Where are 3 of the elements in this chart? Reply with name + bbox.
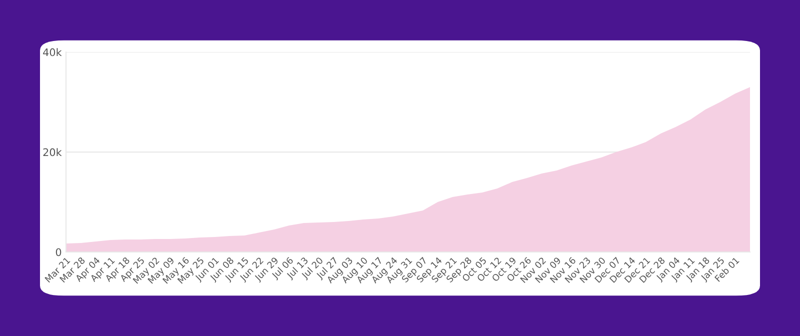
y-tick-label: 0 <box>56 248 62 256</box>
y-tick-label: 40k <box>43 48 62 56</box>
y-tick-label: 20k <box>43 148 62 156</box>
